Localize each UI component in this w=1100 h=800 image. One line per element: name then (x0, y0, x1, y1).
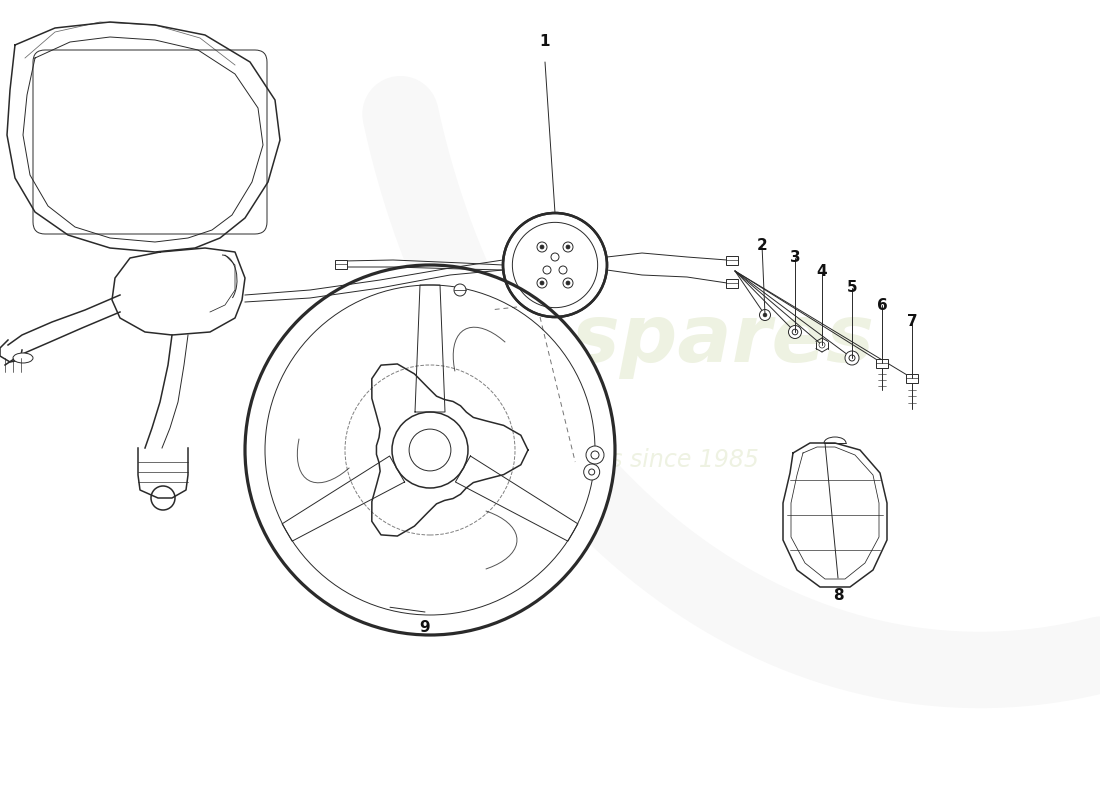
Circle shape (591, 451, 600, 459)
Circle shape (245, 265, 615, 635)
Circle shape (540, 281, 544, 285)
Text: 2: 2 (757, 238, 768, 253)
Circle shape (586, 446, 604, 464)
Circle shape (566, 245, 570, 249)
Circle shape (503, 213, 607, 317)
Text: a passion for parts since 1985: a passion for parts since 1985 (402, 448, 758, 472)
Circle shape (588, 469, 595, 475)
Circle shape (584, 464, 600, 480)
Text: eurospares: eurospares (365, 301, 874, 379)
Circle shape (537, 278, 547, 288)
Circle shape (789, 326, 802, 338)
Circle shape (820, 342, 825, 348)
FancyBboxPatch shape (906, 374, 918, 382)
Circle shape (551, 253, 559, 261)
Circle shape (543, 266, 551, 274)
Text: 3: 3 (790, 250, 801, 266)
Text: 5: 5 (847, 281, 857, 295)
Circle shape (845, 351, 859, 365)
Text: 8: 8 (833, 587, 844, 602)
Circle shape (563, 278, 573, 288)
Circle shape (849, 355, 855, 361)
Circle shape (566, 281, 570, 285)
Text: 9: 9 (420, 621, 430, 635)
Circle shape (559, 266, 566, 274)
FancyBboxPatch shape (726, 278, 738, 287)
FancyBboxPatch shape (876, 358, 888, 367)
Circle shape (537, 242, 547, 252)
Text: 1: 1 (540, 34, 550, 50)
FancyBboxPatch shape (726, 255, 738, 265)
Circle shape (540, 245, 544, 249)
Text: 4: 4 (816, 265, 827, 279)
Circle shape (563, 242, 573, 252)
Text: 6: 6 (877, 298, 888, 313)
Circle shape (763, 313, 767, 317)
Circle shape (792, 330, 798, 334)
Circle shape (454, 284, 466, 296)
FancyBboxPatch shape (336, 259, 346, 269)
Circle shape (392, 412, 468, 488)
Text: 7: 7 (906, 314, 917, 330)
Ellipse shape (13, 353, 33, 363)
Circle shape (759, 310, 770, 321)
